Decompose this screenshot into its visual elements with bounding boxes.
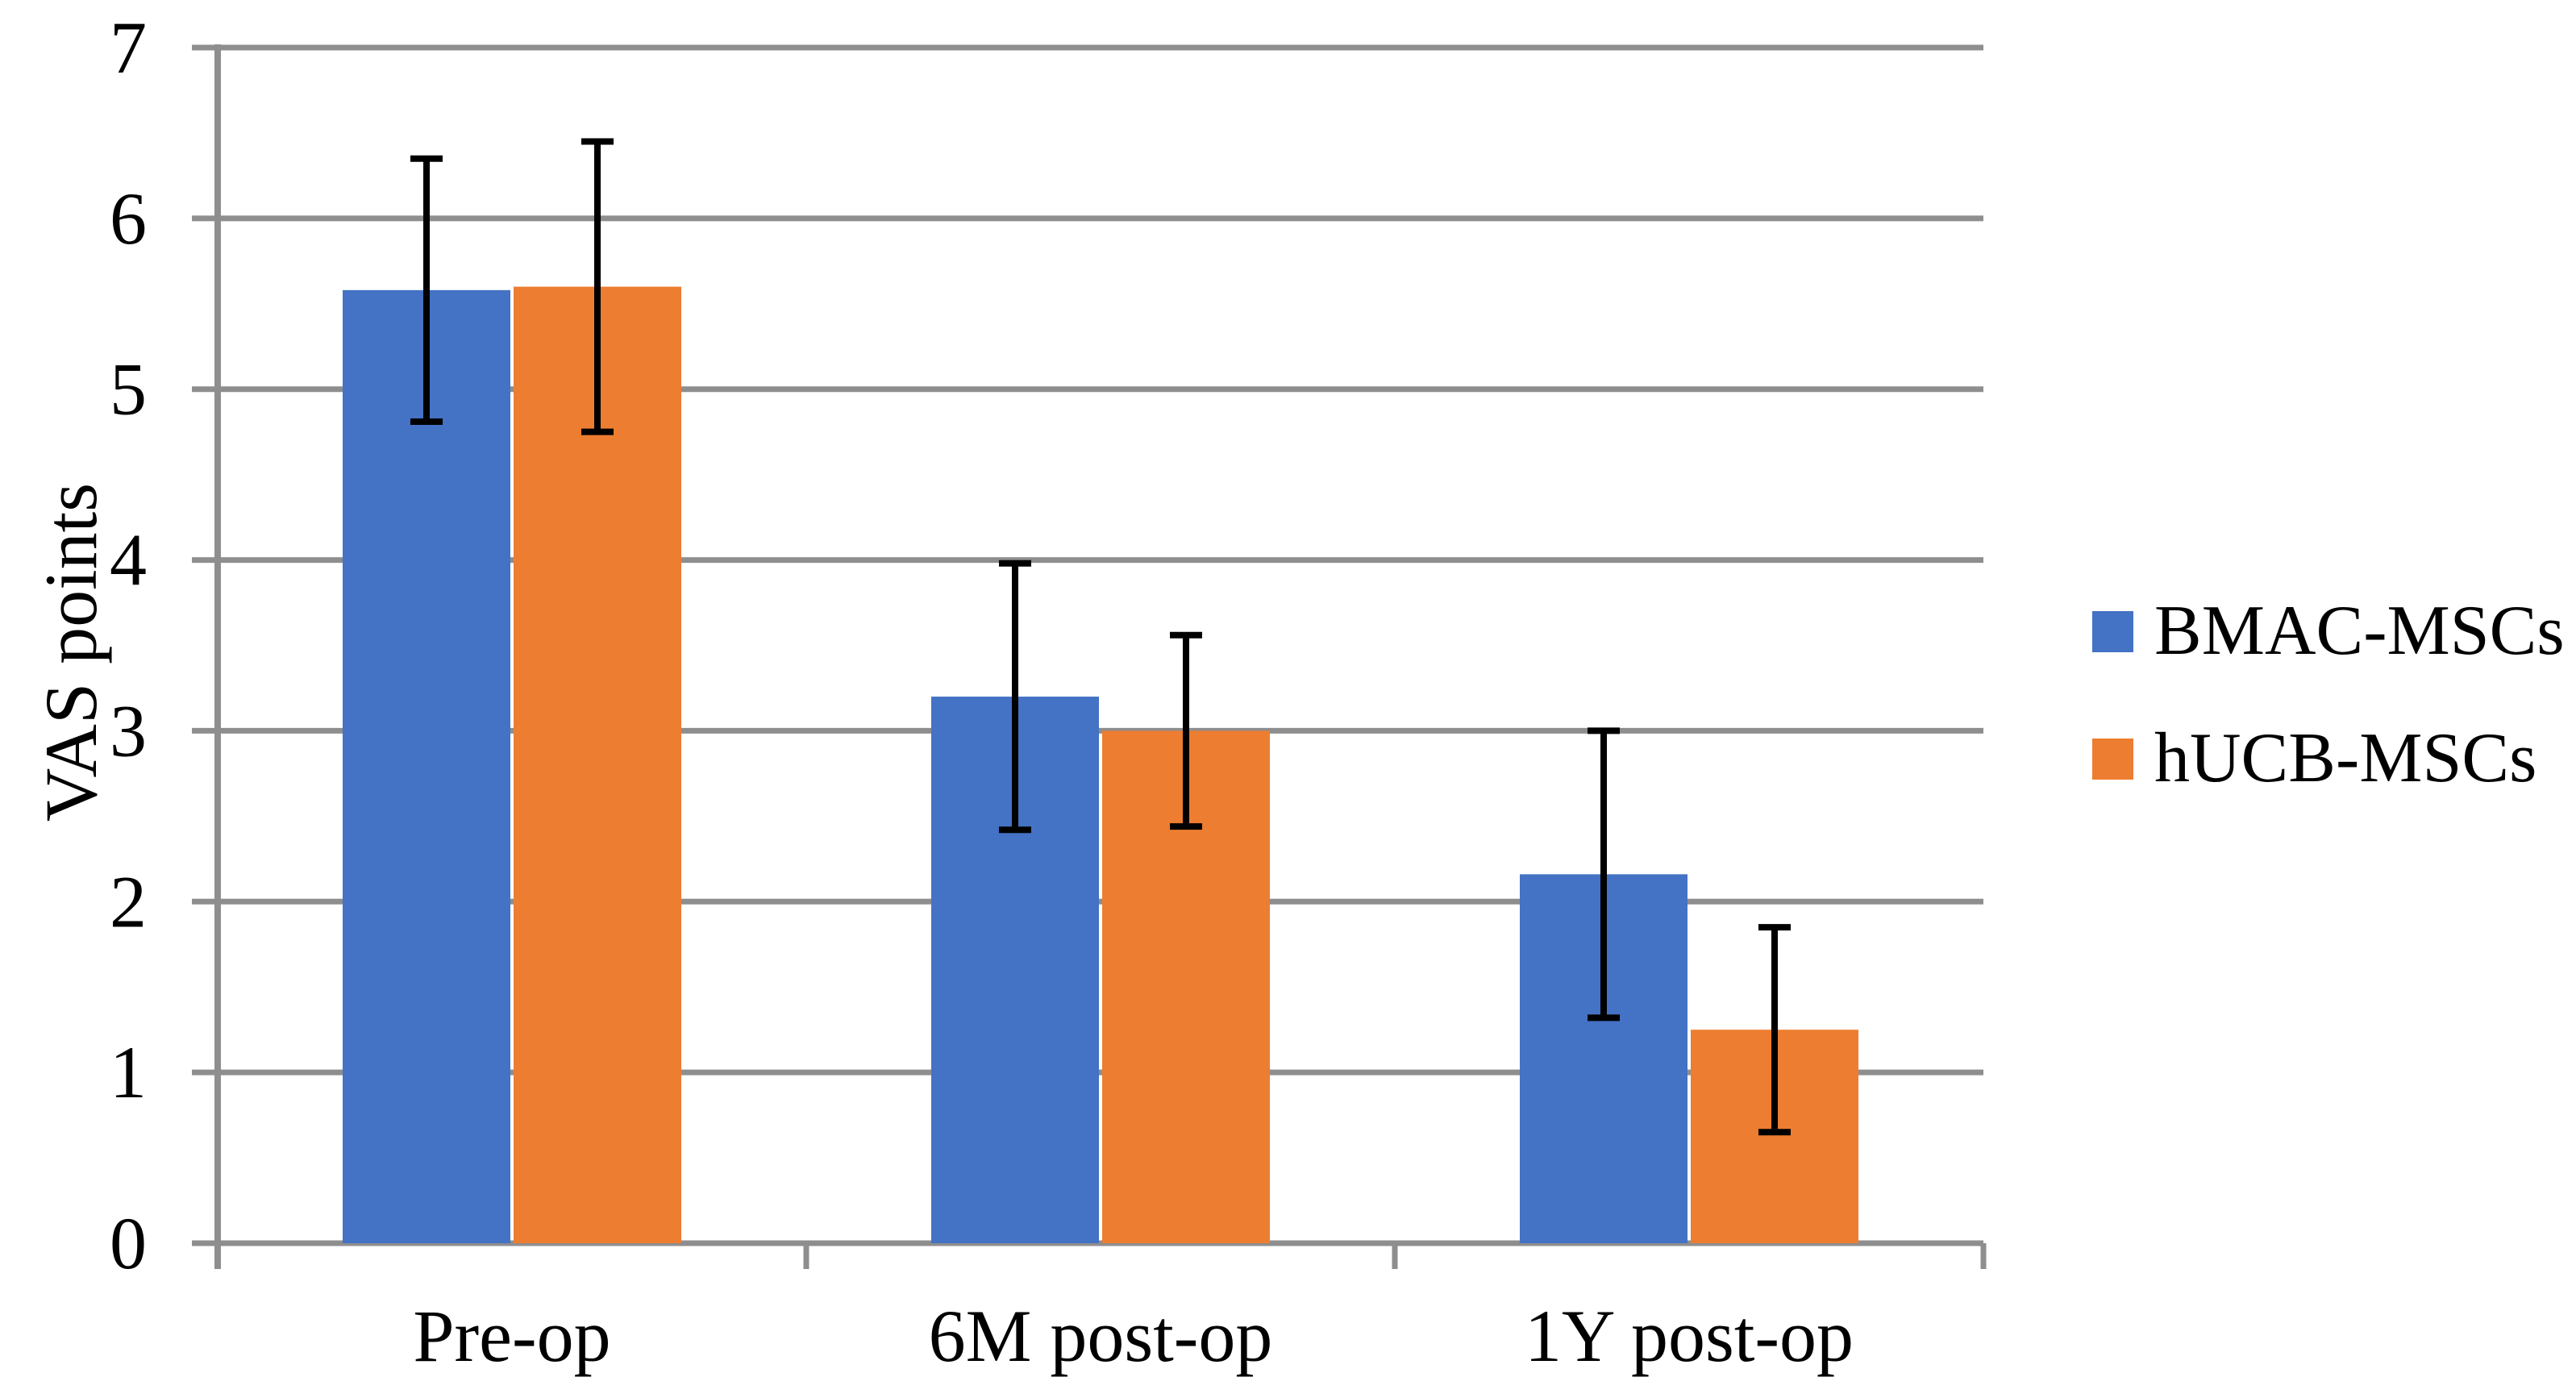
y-tick-label-1: 1 (110, 1031, 147, 1113)
y-tick-label-2: 2 (110, 860, 147, 942)
legend-label-hucb: hUCB-MSCs (2154, 719, 2537, 797)
y-tick-label-7: 7 (110, 6, 147, 89)
legend-swatch-bmac (2092, 610, 2133, 652)
y-axis-title: VAS points (30, 482, 112, 822)
x-category-label-pre-op: Pre-op (413, 1295, 610, 1377)
x-category-label-1y-post-op: 1Y post-op (1525, 1295, 1854, 1377)
legend: BMAC-MSCs hUCB-MSCs (2092, 595, 2565, 850)
legend-entry-hucb: hUCB-MSCs (2092, 722, 2565, 795)
x-category-label-6m-post-op: 6M post-op (929, 1295, 1273, 1377)
y-tick-label-4: 4 (110, 519, 147, 601)
y-tick-label-3: 3 (110, 689, 147, 772)
legend-entry-bmac: BMAC-MSCs (2092, 595, 2565, 668)
y-tick-label-5: 5 (110, 348, 147, 431)
bar-hucb-mscs-pre-op (514, 286, 681, 1244)
y-tick-label-0: 0 (110, 1202, 147, 1284)
legend-label-bmac: BMAC-MSCs (2154, 592, 2565, 670)
bar-bmac-mscs-pre-op (343, 289, 510, 1243)
y-tick-label-6: 6 (110, 177, 147, 260)
legend-swatch-hucb (2092, 738, 2133, 780)
